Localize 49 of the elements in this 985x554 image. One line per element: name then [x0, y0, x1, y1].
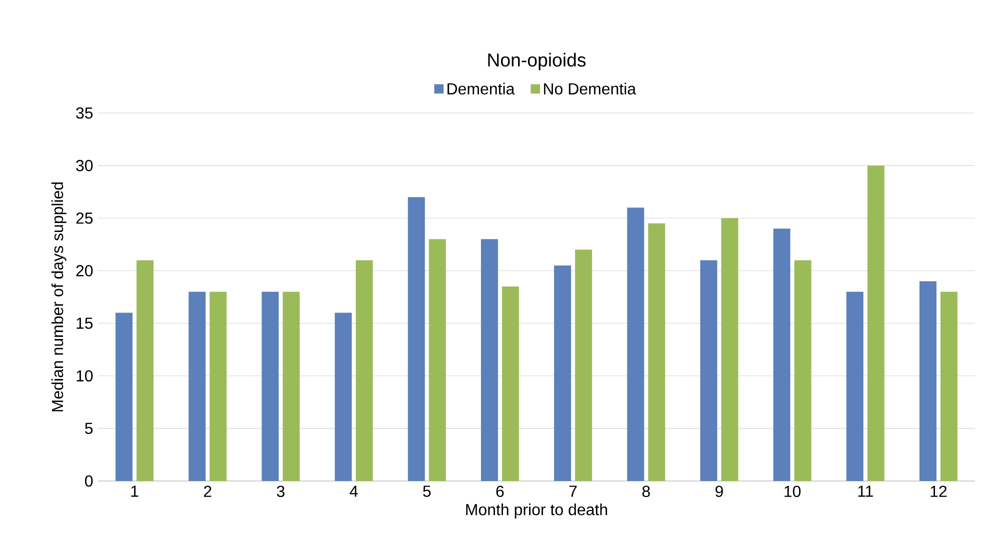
- bar: [794, 260, 812, 481]
- x-tick-label: 10: [784, 486, 801, 498]
- y-tick-label: 20: [76, 265, 93, 276]
- bar: [356, 260, 373, 481]
- bar: [116, 312, 133, 481]
- y-tick-label: 30: [76, 160, 93, 172]
- bar: [721, 218, 738, 481]
- x-tick-label: 11: [858, 486, 873, 497]
- y-tick-label: 35: [76, 107, 93, 119]
- bar: [262, 292, 279, 481]
- x-tick-label: 12: [930, 486, 947, 497]
- bar: [919, 281, 936, 481]
- chart-title: Non-opioids: [488, 52, 586, 70]
- bar: [648, 223, 666, 481]
- bar: [773, 228, 790, 481]
- bar: [334, 312, 352, 481]
- bar: [867, 166, 884, 481]
- bar: [428, 239, 446, 481]
- x-tick-label: 6: [496, 486, 504, 498]
- x-tick-label: 5: [423, 486, 431, 497]
- bar: [480, 239, 498, 481]
- x-tick-label: 2: [204, 486, 212, 497]
- bar: [627, 208, 644, 481]
- legend-label: No Dementia: [544, 82, 636, 95]
- y-tick-label: 0: [85, 475, 93, 487]
- x-tick-label: 4: [350, 486, 358, 497]
- y-tick-label: 25: [76, 212, 93, 224]
- y-tick-label: 15: [76, 318, 93, 329]
- x-tick-label: 8: [642, 486, 650, 498]
- x-tick-label: 3: [276, 486, 284, 498]
- bar: [700, 260, 718, 481]
- bar: [940, 292, 958, 481]
- y-tick-label: 5: [85, 422, 93, 434]
- bar: [846, 292, 864, 481]
- bar: [502, 286, 519, 481]
- x-tick-label: 1: [131, 486, 138, 497]
- x-tick-label: 9: [716, 486, 723, 498]
- bar: [188, 292, 206, 481]
- bar: [575, 250, 592, 481]
- bar: [282, 292, 300, 481]
- x-axis-title: Month prior to death: [466, 504, 608, 518]
- bar: [136, 260, 154, 481]
- y-axis-title: Median number of days supplied: [51, 182, 66, 412]
- legend-label: Dementia: [448, 82, 515, 95]
- bar: [408, 197, 425, 481]
- bar: [210, 292, 227, 481]
- x-tick-label: 7: [569, 486, 577, 497]
- y-tick-label: 10: [76, 370, 93, 382]
- bar: [554, 265, 572, 481]
